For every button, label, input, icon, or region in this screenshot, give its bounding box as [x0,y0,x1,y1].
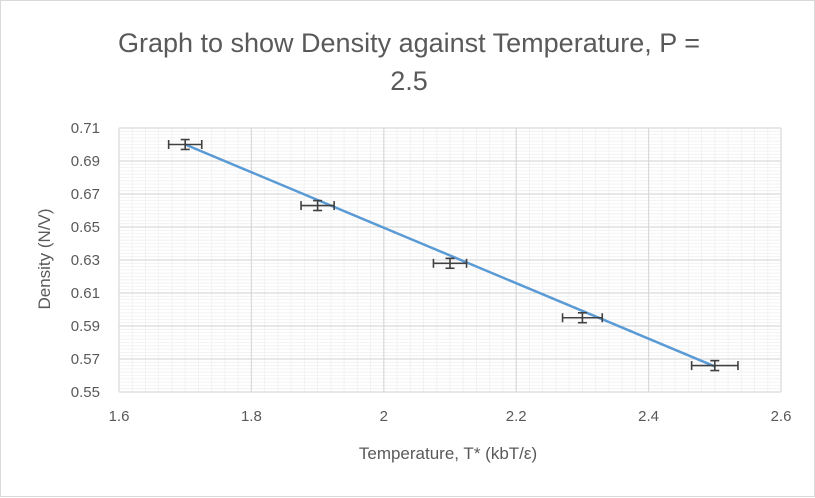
error-bar [561,311,604,324]
chart-title-line-1: Graph to show Density against Temperatur… [118,28,700,58]
y-tick-label: 0.69 [71,153,100,170]
linear-trendline [183,143,717,368]
error-bar [690,359,739,372]
trendline-layer [183,143,717,368]
y-tick-label: 0.59 [71,318,100,335]
y-tick-label: 0.65 [71,219,100,236]
error-bar [167,138,203,151]
y-tick-label: 0.61 [71,285,100,302]
x-tick-label: 2.4 [638,408,659,425]
error-bar [432,257,468,270]
x-tick-label: 2.2 [506,408,527,425]
y-axis-ticks: 0.55 0.57 0.59 0.61 0.63 0.65 0.67 0.69 0.71 [71,120,100,401]
error-bars-layer [167,138,739,372]
x-tick-label: 2.6 [771,408,792,425]
x-axis-ticks: 1.6 1.8 2 2.2 2.4 2.6 [109,408,792,425]
x-tick-label: 2 [380,408,388,425]
x-tick-label: 1.6 [109,408,130,425]
y-tick-label: 0.63 [71,252,100,269]
x-axis-title: Temperature, T* (kbT/ε) [359,444,537,463]
y-tick-label: 0.55 [71,384,100,401]
y-axis-title: Density (N/V) [35,208,54,309]
x-tick-label: 1.8 [241,408,262,425]
y-tick-label: 0.67 [71,186,100,203]
y-tick-label: 0.57 [71,351,100,368]
y-tick-label: 0.71 [71,120,100,137]
error-bar [300,199,335,212]
chart-title-line-2: 2.5 [390,66,428,96]
